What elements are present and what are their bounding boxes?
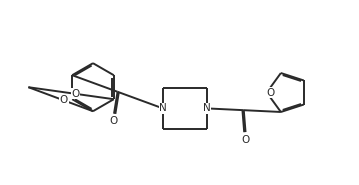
Text: O: O	[241, 135, 250, 145]
Text: O: O	[71, 89, 79, 99]
Text: O: O	[109, 116, 117, 127]
Text: O: O	[267, 88, 275, 97]
Text: N: N	[203, 103, 211, 113]
Text: O: O	[60, 95, 68, 105]
Text: N: N	[159, 103, 167, 113]
